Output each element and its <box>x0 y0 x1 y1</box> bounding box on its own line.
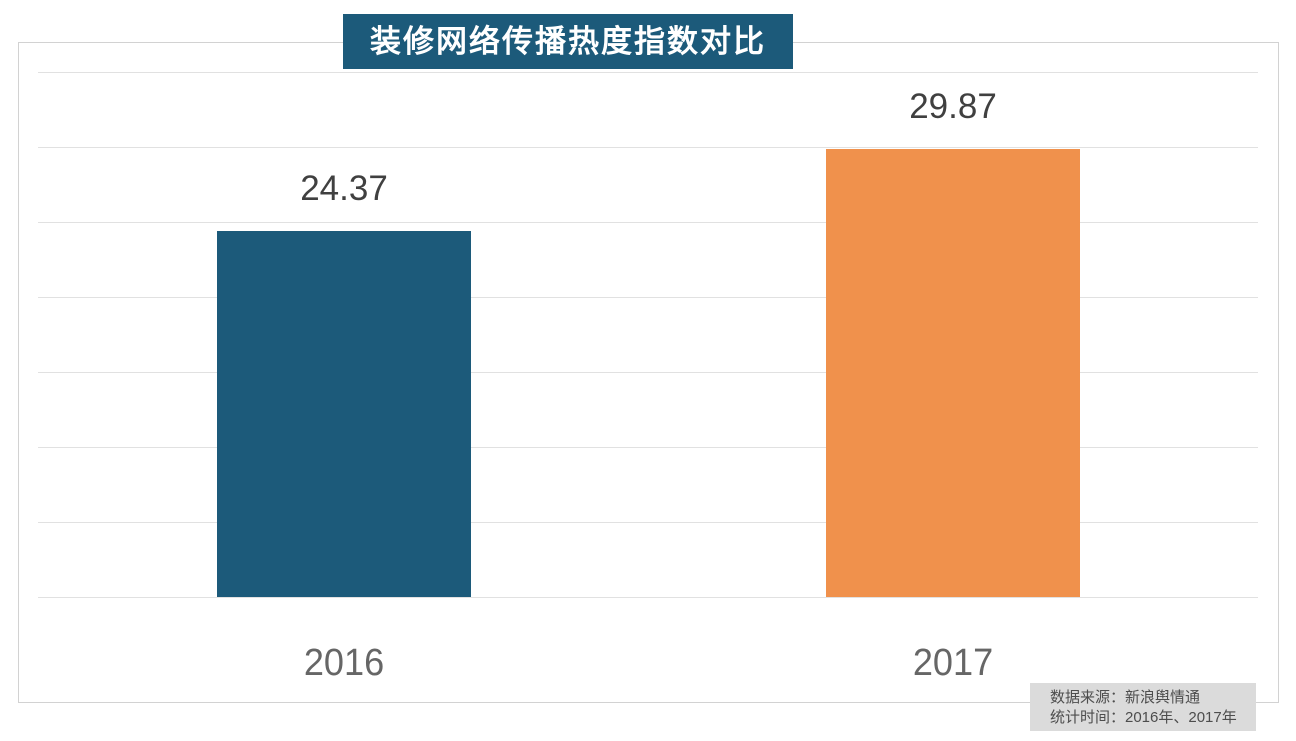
gridline <box>38 222 1258 223</box>
x-axis-label-2017: 2017 <box>912 642 994 684</box>
bar-2016 <box>217 231 471 597</box>
source-line: 数据来源：新浪舆情通 <box>1050 689 1201 706</box>
gridline <box>38 372 1258 373</box>
bar-2017 <box>826 149 1080 597</box>
chart-title: 装修网络传播热度指数对比 <box>343 14 793 69</box>
value-label-2016: 24.37 <box>300 169 388 208</box>
gridline <box>38 147 1258 148</box>
time-line: 统计时间：2016年、2017年 <box>1050 709 1237 726</box>
gridline <box>38 72 1258 73</box>
gridline <box>38 297 1258 298</box>
gridline <box>38 522 1258 523</box>
source-note: 数据来源：新浪舆情通 统计时间：2016年、2017年 <box>1030 683 1256 731</box>
value-label-2017: 29.87 <box>909 87 997 126</box>
gridline <box>38 597 1258 598</box>
gridline <box>38 447 1258 448</box>
x-axis-label-2016: 2016 <box>303 642 385 684</box>
